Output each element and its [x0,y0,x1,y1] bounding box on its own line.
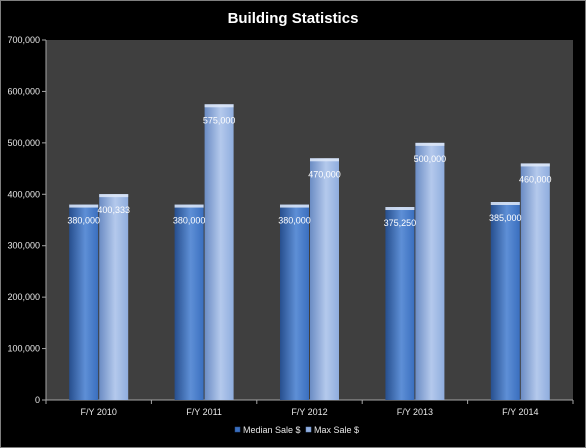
bar-max [310,158,339,400]
bar-max [415,142,445,400]
y-tick-label: 200,000 [7,292,40,302]
bar-cap [385,207,415,211]
x-tick-label: F/Y 2012 [291,407,327,417]
bar-cap [99,194,129,198]
bar-cap [204,104,234,108]
bar-cap [174,204,204,208]
data-label: 385,000 [489,213,522,223]
data-label: 575,000 [203,115,236,125]
bar-cap [280,204,309,208]
bar-cap [69,204,99,208]
bar-median [174,204,204,400]
bar-median [385,207,415,400]
x-tick-label: F/Y 2014 [502,407,538,417]
y-tick-label: 300,000 [7,241,40,251]
y-tick-label: 0 [35,395,40,405]
y-tick-label: 400,000 [7,189,40,199]
bar-cap [520,163,550,167]
bar-max [99,194,129,400]
data-label: 470,000 [308,169,341,179]
bar-max [204,104,234,401]
x-axis: F/Y 2010 F/Y 2011 F/Y 2012 F/Y 2013 F/Y 2014 [45,399,574,417]
bars [69,104,550,401]
legend-swatch [234,426,241,433]
data-labels: 380,000400,333380,000575,000380,000470,0… [67,115,551,228]
bar-cap [310,158,339,162]
y-axis: 0 100,000 200,000 300,000 400,000 500,000 600,… [7,35,47,405]
bar-cap [415,142,445,146]
y-tick-label: 100,000 [7,344,40,354]
bar-median [280,204,309,400]
plot-area [46,40,573,400]
data-label: 400,333 [97,205,130,215]
bar-cap [490,202,520,205]
x-tick-label: F/Y 2010 [81,407,117,417]
y-tick-label: 600,000 [7,86,40,96]
legend-label: Median Sale $ [243,425,301,435]
data-label: 500,000 [414,154,447,164]
bar-max [520,163,550,400]
bar-median [69,204,99,400]
legend-swatch [305,426,312,433]
x-tick-label: F/Y 2011 [186,407,222,417]
y-tick-label: 700,000 [7,35,40,45]
data-label: 375,250 [384,218,417,228]
y-tick-label: 500,000 [7,138,40,148]
legend: Median Sale $ Max Sale $ [234,425,359,435]
legend-label: Max Sale $ [314,425,359,435]
bar-median [490,202,520,400]
data-label: 460,000 [519,174,552,184]
data-label: 380,000 [173,216,206,226]
data-label: 380,000 [278,216,311,226]
x-tick-label: F/Y 2013 [397,407,433,417]
chart-title: Building Statistics [228,10,359,27]
data-label: 380,000 [67,216,100,226]
